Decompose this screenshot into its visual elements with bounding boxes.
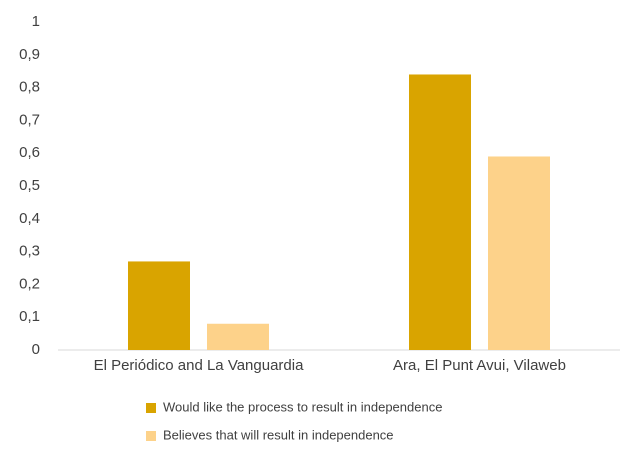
y-tick-label: 0,5 [19, 177, 40, 194]
y-tick-label: 0,7 [19, 111, 40, 128]
x-tick-label: El Periódico and La Vanguardia [94, 357, 305, 374]
y-tick-label: 0,4 [19, 210, 40, 227]
legend-label: Believes that will result in independenc… [163, 427, 394, 442]
bar [488, 156, 550, 350]
legend-label: Would like the process to result in inde… [163, 399, 442, 414]
bar [207, 323, 269, 350]
bar [409, 74, 471, 350]
x-tick-label: Ara, El Punt Avui, Vilaweb [393, 357, 566, 374]
bar [128, 261, 190, 350]
y-tick-label: 1 [32, 13, 40, 30]
y-tick-label: 0,9 [19, 46, 40, 63]
y-tick-label: 0,6 [19, 144, 40, 161]
y-tick-label: 0 [32, 341, 40, 358]
y-tick-label: 0,3 [19, 243, 40, 260]
y-tick-label: 0,2 [19, 275, 40, 292]
legend-swatch [146, 403, 156, 413]
legend-swatch [146, 431, 156, 441]
y-tick-label: 0,8 [19, 79, 40, 96]
y-tick-label: 0,1 [19, 308, 40, 325]
